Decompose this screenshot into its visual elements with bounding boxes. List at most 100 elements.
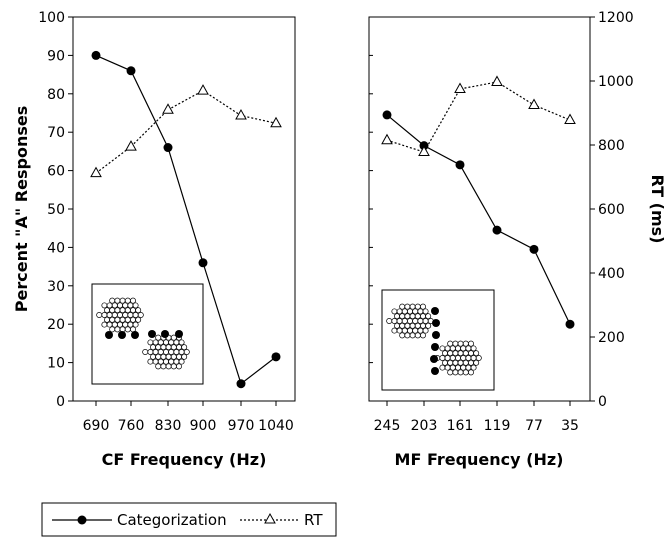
left-panel: 0 10 20 30 40 50 60 70 80 90 100 690 760 830 900 970 10… xyxy=(12,10,296,469)
inset-stimulus-dot xyxy=(473,359,480,366)
inset-stimulus-dot xyxy=(470,364,477,371)
left-y-tick-label: 30 xyxy=(47,279,65,295)
left-x-tick-label: 760 xyxy=(118,418,145,434)
left-x-tick-label: 970 xyxy=(228,418,255,434)
inset-stimulus-dot xyxy=(452,340,459,347)
categorization-point xyxy=(236,379,246,389)
inset-stimulus-dot xyxy=(124,316,131,323)
inset-stimulus-dot xyxy=(147,349,154,355)
inset-stimulus-dot xyxy=(111,302,118,309)
inset-stimulus-dot xyxy=(447,359,454,366)
right-x-tick-label: 119 xyxy=(484,418,511,434)
inset-stimulus-dot xyxy=(155,334,162,341)
right-y-axis-title: RT (ms) xyxy=(648,175,667,244)
inset-stimulus-dot xyxy=(127,312,134,318)
inset-stimulus-dot xyxy=(119,316,126,323)
inset-stimulus-dot xyxy=(407,318,413,324)
inset-stimulus-dot xyxy=(163,339,169,346)
rt-point xyxy=(125,140,137,151)
inset-highlight-dot xyxy=(118,331,126,339)
left-y-tick-label: 70 xyxy=(47,125,65,141)
inset-stimulus-dot xyxy=(404,332,411,339)
inset-stimulus-dot xyxy=(399,303,406,310)
right-y-tick-label: 400 xyxy=(598,266,625,282)
legend-categorization-label: Categorization xyxy=(117,511,227,529)
inset-stimulus-dot xyxy=(468,359,474,366)
left-x-tick-label: 830 xyxy=(155,418,182,434)
inset-stimulus-dot xyxy=(452,350,459,357)
inset-stimulus-dot xyxy=(109,307,116,314)
inset-stimulus-dot xyxy=(124,297,131,304)
inset-stimulus-dot xyxy=(160,344,167,351)
inset-stimulus-dot xyxy=(457,340,464,347)
inset-stimulus-dot xyxy=(414,313,421,320)
right-y-tick-label: 0 xyxy=(598,394,607,410)
right-x-tick-label: 203 xyxy=(411,418,438,434)
inset-stimulus-dot xyxy=(396,308,403,315)
rt-point xyxy=(381,133,393,145)
inset-stimulus-dot xyxy=(391,327,398,334)
inset-stimulus-dot xyxy=(178,349,185,355)
inset-stimulus-dot xyxy=(414,322,421,329)
inset-highlight-dot xyxy=(131,331,139,339)
inset-stimulus-dot xyxy=(420,332,426,339)
inset-stimulus-dot xyxy=(468,350,474,357)
inset-stimulus-dot xyxy=(407,327,413,334)
right-panel: 0 200 400 600 800 1000 1200 245 203 161 119 77 35 R… xyxy=(368,10,667,469)
inset-stimulus-dot xyxy=(422,308,429,315)
inset-stimulus-dot xyxy=(152,349,159,355)
inset-stimulus-dot xyxy=(137,312,144,318)
inset-stimulus-dot xyxy=(165,353,172,360)
right-x-tick-label: 245 xyxy=(374,418,401,434)
categorization-point xyxy=(565,319,575,329)
inset-stimulus-dot xyxy=(394,313,400,320)
inset-stimulus-dot xyxy=(106,312,113,318)
inset-stimulus-dot xyxy=(460,364,467,371)
rt-point xyxy=(235,109,247,120)
inset-stimulus-dot xyxy=(407,308,413,315)
inset-stimulus-dot xyxy=(114,297,121,304)
rt-point xyxy=(162,103,174,114)
right-inset-diagram xyxy=(381,289,495,391)
inset-stimulus-dot xyxy=(152,339,159,346)
inset-stimulus-dot xyxy=(150,344,156,351)
left-y-tick-label: 40 xyxy=(47,240,65,256)
inset-stimulus-dot xyxy=(96,312,103,318)
inset-stimulus-dot xyxy=(147,339,154,346)
legend-rt-label: RT xyxy=(304,511,323,529)
legend: Categorization RT xyxy=(41,502,337,537)
rt-point xyxy=(90,166,102,178)
inset-stimulus-dot xyxy=(462,340,469,347)
inset-stimulus-dot xyxy=(401,318,408,324)
inset-stimulus-dot xyxy=(401,327,408,334)
inset-stimulus-dot xyxy=(165,344,172,351)
inset-stimulus-dot xyxy=(181,353,188,360)
inset-stimulus-dot xyxy=(130,307,136,314)
inset-stimulus-dot xyxy=(127,321,134,328)
right-series xyxy=(381,75,576,329)
inset-stimulus-dot xyxy=(150,353,156,360)
inset-stimulus-dot xyxy=(439,345,446,352)
inset-stimulus-dot xyxy=(455,345,461,352)
inset-highlight-dot xyxy=(431,343,439,351)
inset-stimulus-dot xyxy=(404,303,411,310)
left-x-axis-title: CF Frequency (Hz) xyxy=(102,450,267,469)
inset-stimulus-dot xyxy=(457,350,464,357)
inset-stimulus-dot xyxy=(417,308,424,315)
inset-highlight-dot xyxy=(430,355,438,363)
left-y-tick-label: 50 xyxy=(47,202,65,218)
categorization-point xyxy=(126,66,136,76)
categorization-point xyxy=(455,160,465,170)
inset-stimulus-dot xyxy=(122,321,129,328)
inset-stimulus-dot xyxy=(449,345,456,352)
legend-categorization-marker xyxy=(77,515,87,525)
inset-stimulus-dot xyxy=(160,363,167,370)
inset-stimulus-dot xyxy=(414,332,421,339)
right-x-ticks: 245 203 161 119 77 35 xyxy=(374,401,579,434)
inset-stimulus-dot xyxy=(109,316,116,323)
left-y-tick-label: 100 xyxy=(38,10,65,26)
inset-stimulus-dot xyxy=(157,339,164,346)
right-y-tick-label: 1000 xyxy=(598,74,634,90)
inset-stimulus-dot xyxy=(470,345,477,352)
left-x-tick-label: 900 xyxy=(190,418,217,434)
